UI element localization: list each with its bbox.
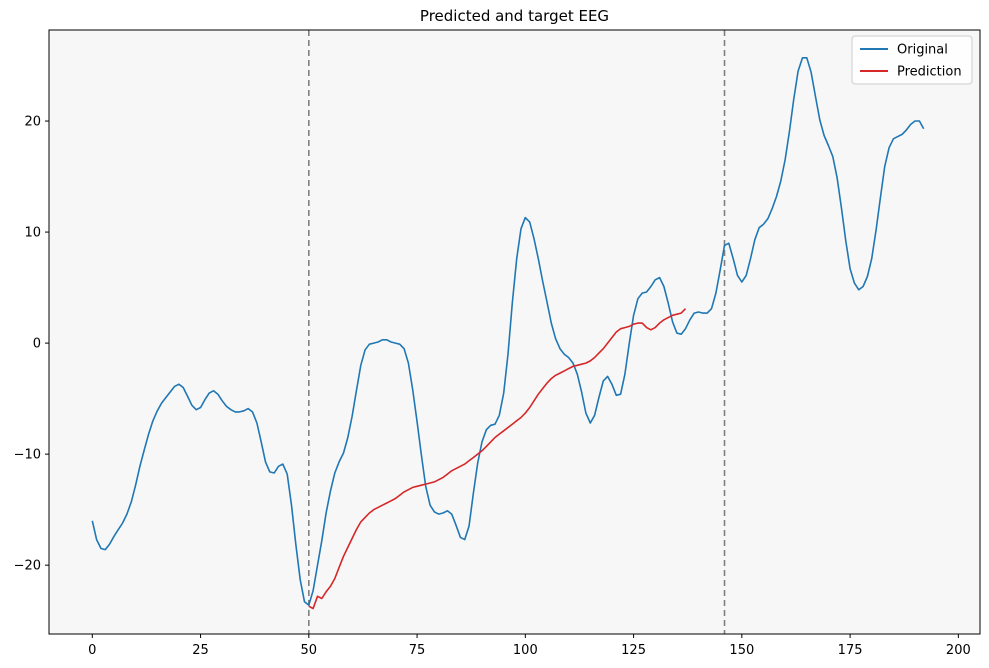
x-tick-label: 150 (729, 643, 754, 658)
x-tick-label: 75 (409, 643, 426, 658)
legend-label-prediction: Prediction (897, 65, 962, 80)
plot-area-background (49, 30, 980, 634)
y-tick-label: −20 (14, 559, 41, 574)
series-line-original (91, 57, 925, 606)
series-lines (91, 57, 925, 610)
plot-area-frame (48, 29, 981, 635)
y-tick-label: −10 (14, 448, 41, 463)
x-tick-label: 175 (838, 643, 863, 658)
y-tick-label: 10 (24, 226, 41, 241)
y-tick-label: 20 (24, 115, 41, 130)
y-tick-label: 0 (33, 337, 41, 352)
legend: Original Prediction (851, 35, 973, 85)
legend-label-original: Original (897, 43, 948, 58)
series-line-prediction (308, 308, 687, 610)
x-tick-label: 200 (946, 643, 971, 658)
x-axis: 0 25 50 75 100 125 150 175 200 (88, 634, 971, 658)
chart-title: Predicted and target EEG (420, 7, 609, 25)
x-tick-label: 0 (88, 643, 96, 658)
vertical-markers (308, 30, 726, 634)
x-tick-label: 50 (301, 643, 318, 658)
x-tick-label: 125 (621, 643, 646, 658)
x-tick-label: 100 (513, 643, 538, 658)
y-axis: −20 −10 0 10 20 (14, 115, 49, 574)
x-tick-label: 25 (192, 643, 209, 658)
